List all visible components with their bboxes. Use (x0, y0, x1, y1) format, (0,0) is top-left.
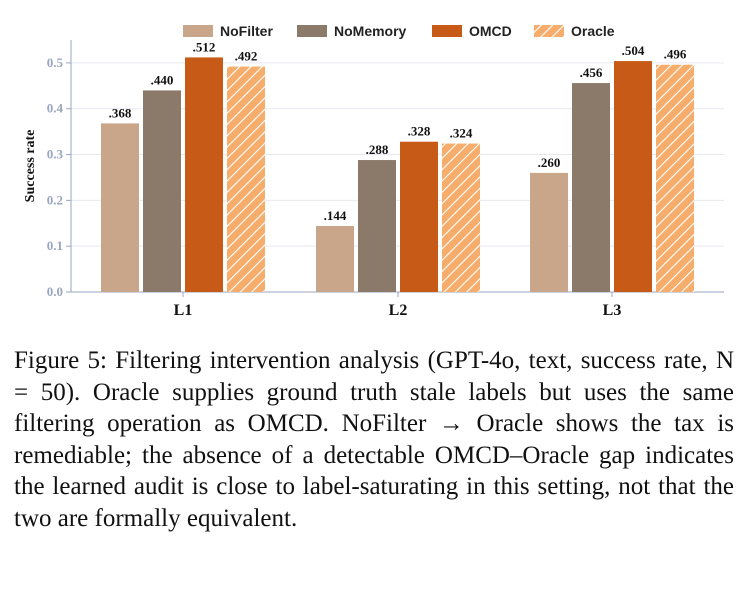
bar-nofilter-l3 (530, 172, 568, 292)
bar-oracle-l3 (656, 64, 694, 292)
legend-label-nomemory: NoMemory (334, 23, 407, 39)
y-tick-label: 0.4 (47, 101, 64, 116)
legend-label-omcd: OMCD (469, 23, 512, 39)
y-tick-label: 0.0 (47, 284, 63, 299)
bar-nomemory-l3 (572, 83, 610, 292)
x-tick-label: L2 (389, 302, 408, 319)
bar-omcd-l2 (400, 141, 438, 292)
bar-oracle-l1 (227, 66, 265, 292)
legend-swatch-omcd (432, 25, 462, 37)
data-label: .456 (580, 65, 603, 80)
bar-nofilter-l1 (101, 123, 139, 292)
legend-label-nofilter: NoFilter (220, 23, 273, 39)
data-labels: .368 .440 .512 .492 .144 .288 .328 .324 .260 .456… (109, 39, 687, 223)
legend-swatch-nofilter (183, 25, 213, 37)
x-tick-label: L1 (174, 302, 193, 319)
data-label: .144 (324, 208, 347, 223)
bar-chart: 0.0 0.1 0.2 0.3 0.4 0.5 L1 L2 L3 .368 .440 .512 .49… (23, 23, 724, 319)
legend-label-oracle: Oracle (571, 23, 615, 39)
bar-oracle-l2 (442, 143, 480, 292)
y-tick-label: 0.2 (47, 192, 63, 207)
legend-swatch-oracle (534, 25, 564, 37)
data-label: .260 (538, 155, 561, 170)
data-label: .492 (235, 49, 258, 64)
y-tick-label: 0.5 (47, 55, 64, 70)
bar-omcd-l3 (614, 61, 652, 293)
bar-omcd-l1 (185, 57, 223, 293)
data-label: .512 (193, 39, 216, 54)
legend-swatch-nomemory (297, 25, 327, 37)
data-label: .368 (109, 105, 132, 120)
y-tick-label: 0.3 (47, 147, 64, 162)
x-tick-label: L3 (603, 302, 622, 319)
chart-container: 0.0 0.1 0.2 0.3 0.4 0.5 L1 L2 L3 .368 .440 .512 .49… (23, 23, 724, 319)
y-axis-label: Success rate (23, 130, 38, 203)
data-label: .504 (622, 43, 645, 58)
bar-nomemory-l1 (143, 90, 181, 293)
bars (101, 57, 694, 293)
legend: NoFilter NoMemory OMCD Oracle (183, 23, 615, 39)
data-label: .328 (408, 124, 431, 139)
bar-nomemory-l2 (358, 160, 396, 292)
y-tick-label: 0.1 (47, 238, 63, 253)
figure-caption: Figure 5: Filtering intervention analysi… (14, 347, 734, 532)
bar-nofilter-l2 (316, 226, 354, 292)
data-label: .496 (664, 47, 687, 62)
data-label: .288 (366, 142, 389, 157)
data-label: .324 (450, 126, 473, 141)
data-label: .440 (151, 72, 174, 87)
